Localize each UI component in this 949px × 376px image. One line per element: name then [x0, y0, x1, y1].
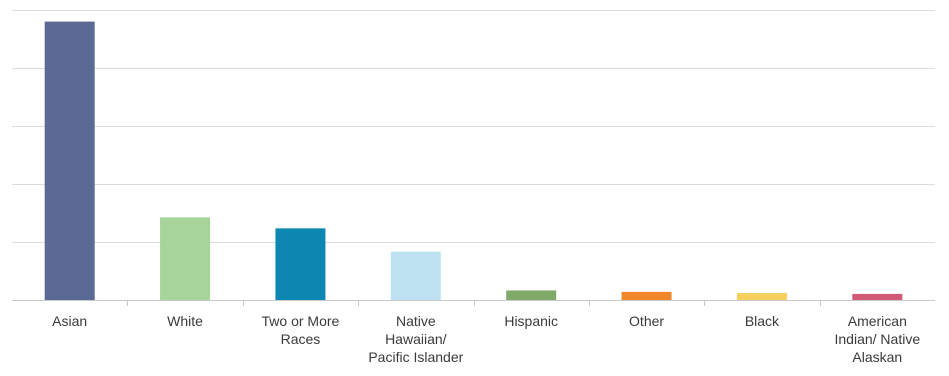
x-tick-label-1: Asian: [52, 313, 87, 329]
x-tick-label-7: Black: [745, 313, 780, 329]
bar-6: [621, 291, 672, 300]
x-tick-label-line: White: [167, 313, 203, 329]
x-tick-label-line: Indian/ Native: [835, 331, 921, 347]
bar-3: [275, 228, 326, 300]
x-tick-label-line: Races: [281, 331, 321, 347]
x-tick-label-line: Pacific Islander: [368, 349, 463, 365]
bar-2: [160, 217, 211, 300]
x-tick-label-3: Two or More Races: [262, 313, 340, 347]
x-tick-label-line: Two or More: [262, 313, 340, 329]
x-tick-label-line: Native: [396, 313, 436, 329]
x-tick-label-8: American Indian/ Native Alaskan: [835, 313, 921, 365]
x-tick-label-line: Asian: [52, 313, 87, 329]
x-tick-label-line: Black: [745, 313, 780, 329]
bar-5: [506, 290, 557, 300]
x-tick-label-2: White: [167, 313, 203, 329]
x-tick-label-line: Other: [629, 313, 664, 329]
x-tick-label-5: Hispanic: [504, 313, 558, 329]
x-tick-label-line: Hawaiian/: [385, 331, 447, 347]
bar-8: [852, 293, 903, 300]
x-tick-label-4: Native Hawaiian/Pacific Islander: [368, 313, 463, 365]
bar-7: [736, 293, 787, 300]
x-tick-label-line: Alaskan: [852, 349, 902, 365]
x-tick-label-line: Hispanic: [504, 313, 558, 329]
bar-1: [44, 21, 95, 300]
x-tick-label-line: American: [848, 313, 907, 329]
bar-4: [390, 251, 441, 300]
x-tick-label-6: Other: [629, 313, 664, 329]
